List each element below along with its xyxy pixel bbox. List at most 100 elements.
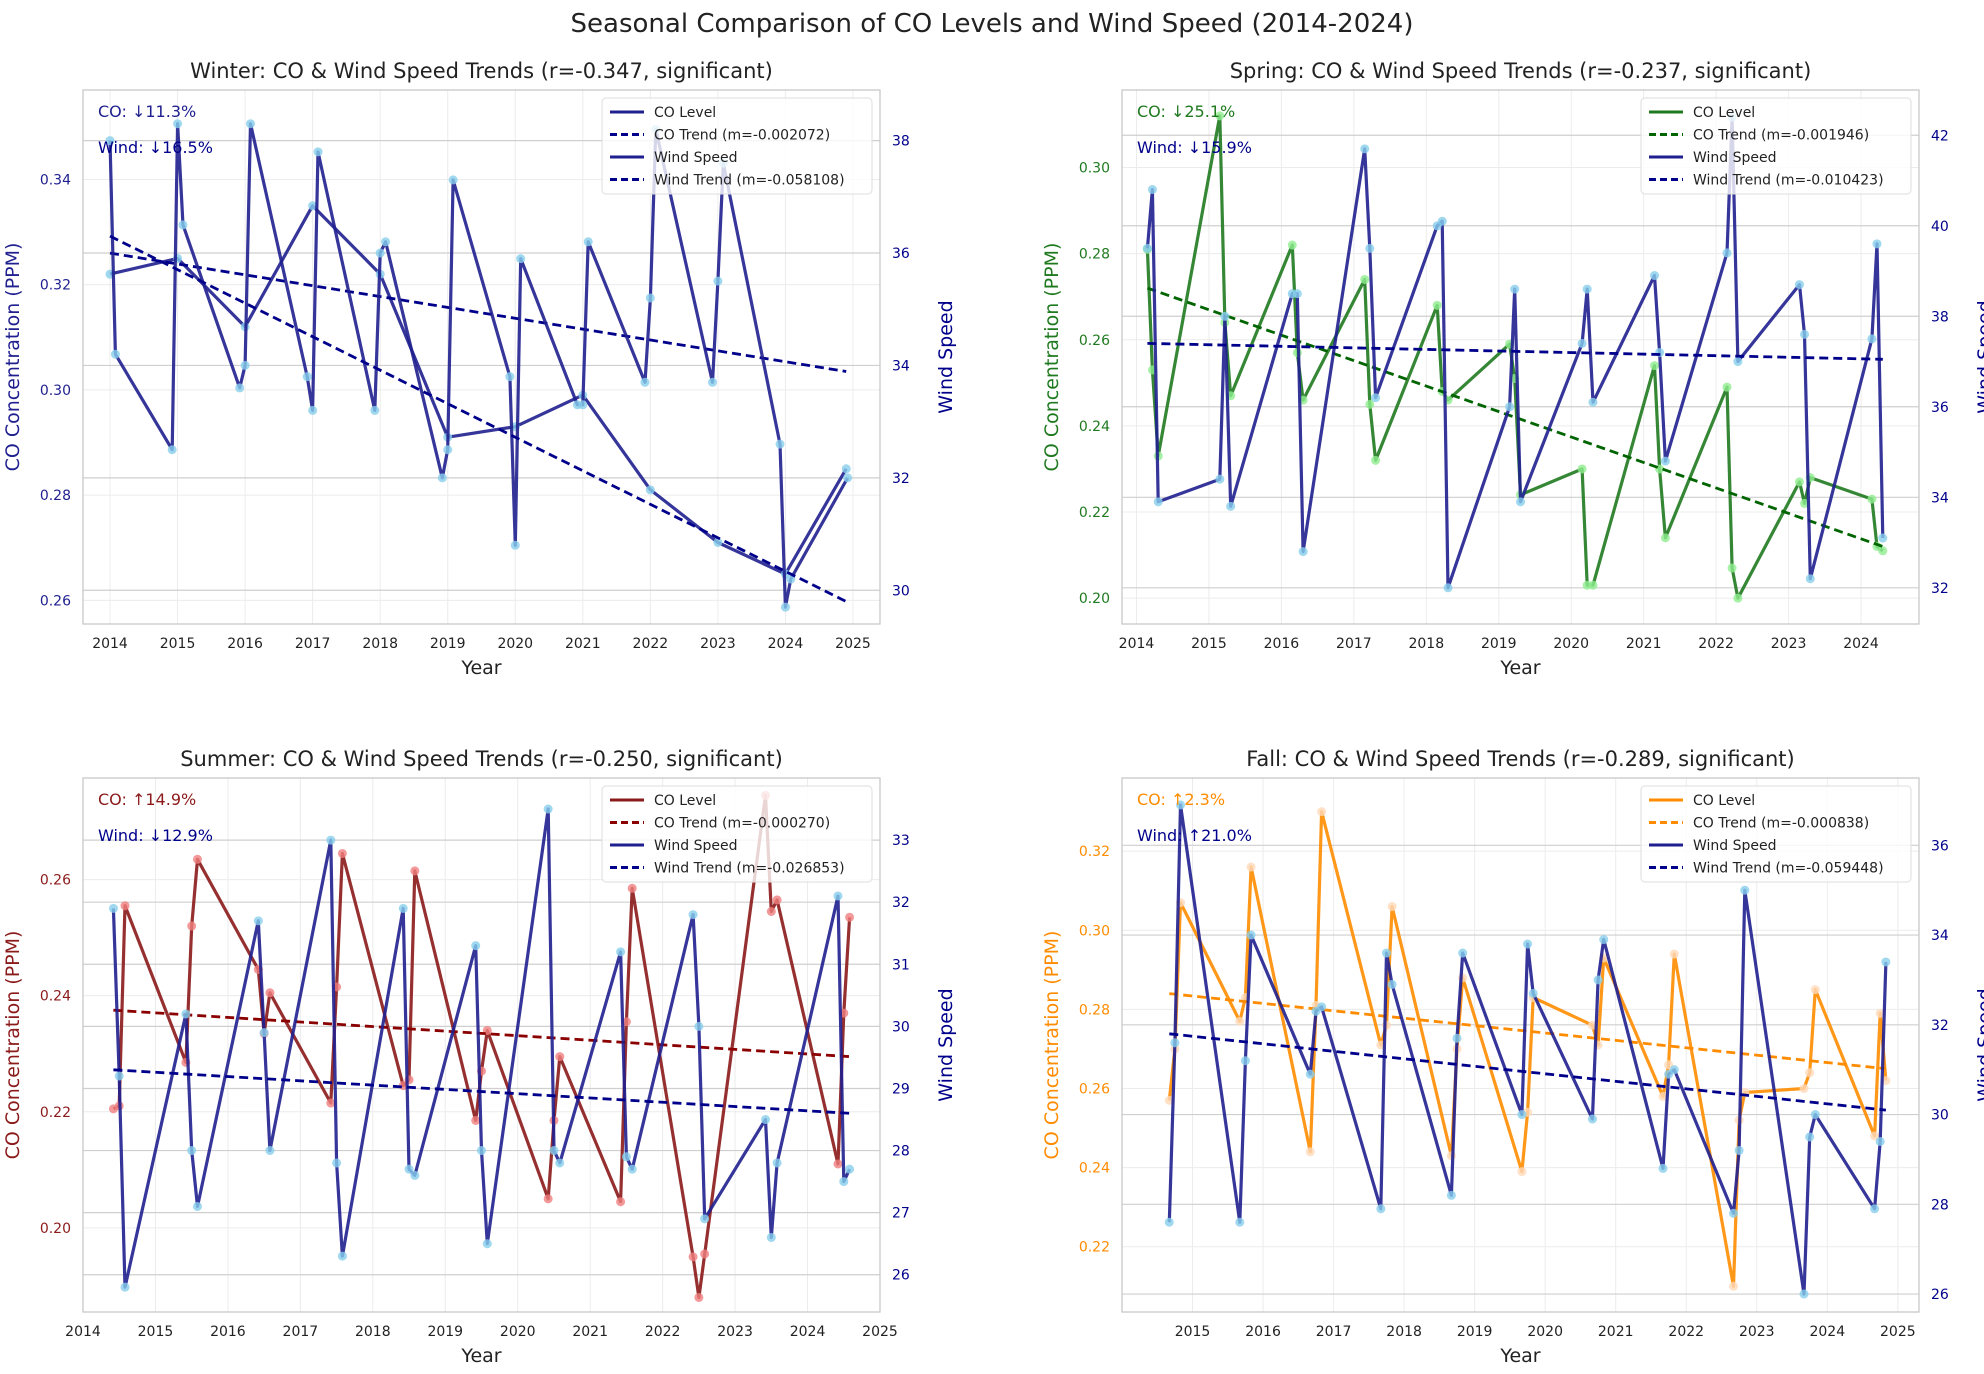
wind-speed-point: [1516, 497, 1525, 507]
co-level-point: [645, 485, 655, 495]
y-tick-label: 0.20: [1079, 591, 1110, 607]
y-tick-label: 0.22: [1079, 505, 1110, 521]
co-level-point: [713, 537, 723, 547]
x-tick-label: 2020: [1553, 636, 1589, 652]
wind-speed-point: [1523, 939, 1533, 949]
wind-speed-point: [1317, 1002, 1327, 1012]
wind-speed-point: [1587, 1114, 1597, 1124]
panel-title: Winter: CO & Wind Speed Trends (r=-0.347…: [190, 59, 773, 83]
wind-speed-point: [1510, 284, 1520, 294]
wind-speed-point: [370, 405, 380, 415]
x-tick-label: 2021: [1626, 636, 1662, 652]
x-tick-label: 2018: [355, 1324, 391, 1340]
chart-panel-1: Winter: CO & Wind Speed Trends (r=-0.347…: [2, 59, 957, 679]
co-level-point: [1878, 546, 1888, 556]
panel-title: Fall: CO & Wind Speed Trends (r=-0.289, …: [1246, 747, 1795, 771]
wind-speed-point: [1376, 1204, 1386, 1214]
co-level-point: [616, 1197, 626, 1207]
co-level-point: [688, 1252, 698, 1262]
x-tick-label: 2025: [862, 1324, 898, 1340]
wind-speed-point: [105, 136, 115, 146]
wind-speed-point: [265, 1146, 275, 1156]
y-tick-label: 0.28: [1079, 1002, 1110, 1018]
y2-tick-label: 28: [892, 1144, 910, 1160]
wind-speed-point: [1176, 800, 1186, 810]
legend-box: [601, 97, 873, 195]
co-trend-line: [113, 1008, 850, 1058]
wind-speed-point: [1147, 185, 1157, 195]
wind-speed-point: [381, 237, 391, 247]
wind-speed-point: [1153, 497, 1163, 507]
wind-speed-point: [583, 237, 593, 247]
wind-speed-point: [448, 175, 458, 185]
co-level-point: [337, 848, 347, 858]
y2-tick-label: 42: [1931, 128, 1949, 144]
co-level-point: [1235, 1016, 1245, 1026]
y2-tick-label: 32: [1931, 581, 1949, 597]
wind-speed-point: [173, 119, 183, 129]
plot-frame: [1121, 777, 1920, 1313]
wind-speed-point: [482, 1239, 492, 1249]
plot-frame: [1121, 89, 1920, 625]
wind-trend-line: [113, 1068, 850, 1115]
wind-speed-point: [192, 1201, 202, 1211]
wind-speed-point: [543, 804, 553, 814]
legend-label: CO Trend (m=-0.000270): [654, 816, 830, 832]
wind-speed-point: [1215, 474, 1225, 484]
wind-speed-point: [694, 1021, 704, 1031]
wind-speed-point: [1164, 1217, 1174, 1227]
co-change-annotation: CO: ↓25.1%: [1137, 102, 1235, 121]
wind-speed-point: [713, 276, 723, 286]
y-axis-label: CO Concentration (PPM): [1041, 931, 1063, 1160]
legend-label: Wind Trend (m=-0.010423): [1693, 173, 1884, 189]
wind-speed-point: [253, 916, 263, 926]
co-level-point: [1432, 300, 1442, 310]
wind-speed-point: [1443, 583, 1453, 593]
x-tick-label: 2019: [427, 1324, 463, 1340]
wind-speed-point: [1240, 1056, 1250, 1066]
legend: CO Level CO Trend (m=-0.001946) Wind Speed…: [1640, 97, 1912, 195]
wind-speed-point: [178, 220, 188, 230]
y-tick-label: 0.22: [1079, 1240, 1110, 1256]
x-tick-label: 2015: [160, 636, 196, 652]
wind-speed-point: [410, 1170, 420, 1180]
y2-axis-label: Wind Speed: [935, 300, 957, 413]
co-level-point: [1387, 902, 1397, 912]
legend-label: Wind Trend (m=-0.026853): [654, 861, 845, 877]
co-level-point: [555, 1052, 565, 1062]
y2-tick-label: 30: [1931, 1108, 1949, 1124]
wind-speed-point: [786, 574, 796, 584]
plot-area: [1142, 111, 1888, 603]
y-tick-label: 0.24: [1079, 419, 1110, 435]
co-level-point: [1722, 382, 1732, 392]
co-level-point: [1246, 862, 1256, 872]
x-tick-label: 2017: [1316, 1324, 1352, 1340]
chart-panel-2: Spring: CO & Wind Speed Trends (r=-0.237…: [1041, 59, 1984, 679]
y-tick-label: 0.30: [40, 383, 71, 399]
y-tick-label: 0.20: [40, 1221, 71, 1237]
x-tick-label: 2024: [790, 1324, 826, 1340]
wind-speed-point: [1582, 284, 1592, 294]
wind-speed-point: [1387, 979, 1397, 989]
co-level-point: [1215, 111, 1225, 121]
wind-speed-point: [1381, 948, 1391, 958]
co-level-point: [1867, 494, 1877, 504]
x-tick-label: 2019: [1481, 636, 1517, 652]
wind-speed-point: [621, 1152, 631, 1162]
y2-tick-label: 29: [892, 1081, 910, 1097]
y2-tick-label: 28: [1931, 1197, 1949, 1213]
co-level-point: [694, 1292, 704, 1302]
x-axis-label: Year: [1499, 657, 1540, 679]
wind-speed-point: [766, 1232, 776, 1242]
co-level-point: [845, 912, 855, 922]
co-level-point: [543, 1194, 553, 1204]
wind-speed-point: [1437, 216, 1447, 226]
co-level-line: [109, 204, 848, 576]
figure-title: Seasonal Comparison of CO Levels and Win…: [571, 9, 1414, 39]
co-level-point: [833, 1159, 843, 1169]
co-level-point: [1729, 1281, 1739, 1291]
y2-tick-label: 26: [1931, 1287, 1949, 1303]
wind-speed-point: [1452, 1033, 1462, 1043]
y-tick-label: 0.26: [40, 873, 71, 889]
x-tick-label: 2014: [1119, 636, 1155, 652]
